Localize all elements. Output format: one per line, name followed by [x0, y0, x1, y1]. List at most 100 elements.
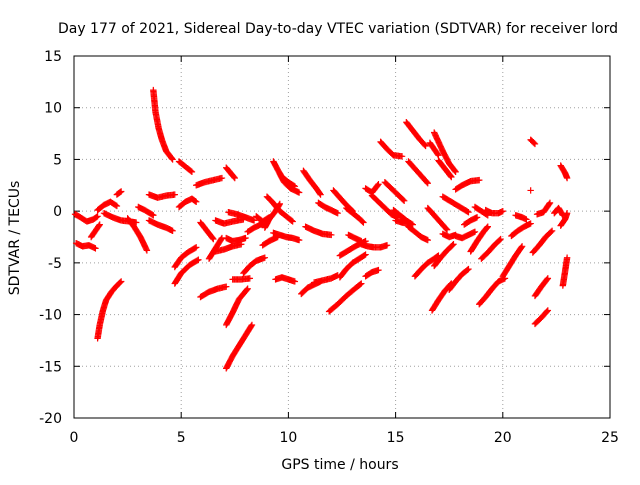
series-arc-16 — [175, 195, 200, 211]
x-tick-label: 0 — [70, 430, 79, 446]
series-arc-48 — [343, 204, 367, 226]
data-point — [96, 221, 103, 228]
series-arc-91 — [559, 254, 571, 289]
data-point — [543, 308, 551, 315]
series-arc-14 — [171, 256, 202, 287]
data-point — [193, 198, 200, 206]
series-arc-02 — [72, 240, 99, 252]
data-point — [231, 174, 238, 182]
data-point — [191, 244, 199, 252]
series-arc-11 — [145, 191, 178, 201]
data-point — [424, 180, 431, 187]
data-point — [374, 181, 381, 189]
data-point — [484, 223, 491, 230]
series-arc-72 — [452, 176, 483, 193]
series-arc-86 — [531, 307, 552, 328]
data-point — [143, 247, 151, 254]
series-arc-61 — [405, 223, 431, 244]
data-point — [92, 245, 99, 252]
data-point — [246, 275, 254, 282]
data-point — [400, 196, 407, 204]
series-arc-90 — [557, 162, 571, 182]
series-arc-60 — [405, 158, 431, 187]
series-arc-44 — [325, 280, 365, 315]
series-arc-04 — [94, 278, 125, 342]
y-tick-label: -5 — [48, 256, 62, 272]
data-point — [359, 218, 366, 225]
data-point — [243, 286, 251, 293]
series-arc-21 — [212, 216, 247, 227]
data-point — [451, 167, 459, 175]
data-point — [112, 202, 120, 209]
series-arc-42 — [310, 272, 341, 286]
series-arc-43 — [315, 199, 341, 217]
series-arc-63 — [424, 204, 451, 233]
data-point — [465, 208, 472, 216]
data-point — [317, 191, 324, 198]
series-arc-18 — [197, 219, 217, 243]
data-point — [360, 219, 367, 226]
x-tick-label: 25 — [601, 430, 619, 446]
series-arc-85 — [529, 227, 556, 256]
data-point — [223, 283, 230, 290]
series-arc-92 — [557, 210, 571, 229]
series-arc-65 — [428, 280, 455, 314]
data-point — [531, 140, 539, 148]
data-point — [375, 266, 382, 274]
series-arc-50 — [349, 251, 369, 267]
series-arc-79 — [482, 206, 506, 217]
data-point — [358, 280, 365, 287]
data-point — [361, 252, 368, 259]
data-point — [448, 173, 455, 181]
series-arc-27 — [229, 275, 254, 283]
y-tick-label: 0 — [53, 204, 62, 220]
data-point — [334, 210, 341, 217]
data-point — [210, 235, 217, 243]
series-arc-24 — [223, 285, 251, 329]
series-arc-75 — [467, 223, 491, 255]
series-arc-59 — [403, 118, 429, 150]
data-point — [188, 168, 196, 176]
y-tick-label: 10 — [44, 101, 62, 117]
data-point — [295, 189, 303, 196]
series-arc-71 — [446, 265, 472, 293]
tick-layer: 0 5 10 15 20 25 -20 -15 -10 -5 0 5 10 15 — [39, 49, 619, 446]
data-point — [464, 266, 471, 274]
series-arc-58 — [392, 217, 412, 227]
data-point — [476, 176, 483, 184]
data-point — [544, 307, 552, 314]
data-point — [465, 265, 472, 273]
x-tick-label: 20 — [494, 430, 512, 446]
data-point — [449, 241, 456, 249]
data-point — [546, 200, 553, 208]
data-point — [546, 199, 554, 207]
data-point — [195, 256, 202, 263]
data-point — [218, 174, 226, 182]
series-arc-80 — [499, 243, 526, 280]
y-tick-label: 15 — [44, 49, 62, 65]
data-point — [192, 198, 199, 205]
data-point — [261, 254, 269, 261]
data-point — [117, 278, 125, 285]
series-arc-01 — [71, 211, 101, 225]
data-point — [471, 228, 479, 236]
data-point — [289, 218, 296, 225]
data-point — [95, 222, 103, 229]
data-point — [497, 235, 504, 243]
series-arc-64 — [426, 139, 442, 159]
data-point — [398, 153, 406, 160]
series-arc-73 — [452, 228, 479, 242]
data-point — [230, 173, 238, 181]
data-point — [328, 231, 335, 239]
data-point — [93, 213, 100, 221]
series-arc-19 — [197, 283, 230, 301]
series-arc-15 — [175, 158, 196, 176]
series-arc-83 — [527, 136, 539, 148]
data-point — [276, 200, 284, 208]
data-point — [357, 281, 364, 288]
data-points — [71, 86, 571, 372]
series-arc-52 — [362, 266, 382, 280]
series-arc-68 — [435, 157, 455, 181]
data-point — [547, 228, 555, 235]
